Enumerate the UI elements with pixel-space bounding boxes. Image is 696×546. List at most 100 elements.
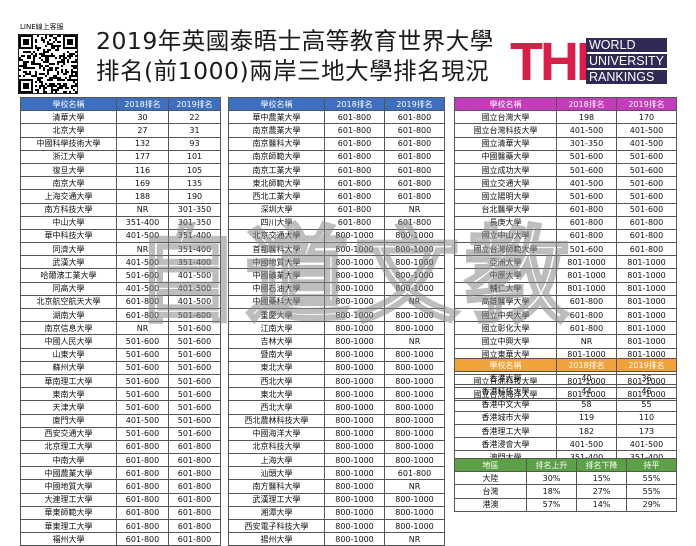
table-row: 湖南大學 601-800 501-600 — [20, 307, 221, 323]
table-cell: 301-350 — [168, 202, 221, 217]
table-row: 南京工業大學 601-800 601-800 — [228, 162, 445, 178]
table-cell: 601-800 — [616, 242, 677, 257]
table-row: 華中農業大學 601-800 601-800 — [228, 110, 445, 125]
table-cell: NR — [116, 202, 169, 217]
table-cell: 55% — [626, 471, 677, 486]
table-cell: 501-600 — [168, 413, 221, 428]
table-cell: NR — [384, 532, 445, 546]
table-cell: 301-350 — [168, 215, 221, 230]
table-row: 中山大學 351-400 301-350 — [20, 215, 221, 230]
table-cell: 601-800 — [116, 505, 169, 521]
table-row: 國立清華大學 301-350 401-500 — [454, 136, 677, 151]
table-row: 輔仁大學 801-1000 801-1000 — [454, 281, 677, 296]
table-cell: 同濟大學 — [20, 242, 117, 257]
table-row: 復旦大學 116 105 — [20, 162, 221, 178]
table-row: 港澳 57% 14% 29% — [454, 497, 677, 512]
table-cell: 501-600 — [616, 149, 677, 164]
table-cell: 601-800 — [168, 453, 221, 468]
table-cell: 香港中文大學 — [454, 397, 557, 412]
table-cell: 南京信息大學 — [20, 321, 117, 336]
table-cell: 華東理工大學 — [20, 518, 117, 534]
summary-table: 地區 排名上升 排名下降 持平 大陸 30% 15% 55% 台灣 18% 27% 55% 港澳… — [454, 457, 677, 512]
table-cell: 119 — [556, 410, 617, 425]
table-cell: 800-1000 — [324, 518, 385, 534]
table-cell: 601-800 — [116, 532, 169, 546]
table-cell: 182 — [556, 423, 617, 439]
table-cell: 東北大學 — [228, 360, 325, 375]
table-cell: 188 — [116, 189, 169, 204]
table-cell: 501-600 — [616, 189, 677, 204]
logo-line-world: WORLD — [586, 38, 668, 52]
table-cell: NR — [116, 242, 169, 257]
table-cell: 169 — [116, 176, 169, 191]
table-row: 香港浸會大學 401-500 401-500 — [454, 437, 677, 452]
table-cell: 601-800 — [168, 532, 221, 546]
table-row: 香港中文大學 58 55 — [454, 397, 677, 412]
table-cell: 501-600 — [616, 176, 677, 191]
table-cell: 401-500 — [168, 294, 221, 310]
table-row: 西安電子科技大學 800-1000 800-1000 — [228, 518, 445, 534]
table-cell: 601-800 — [324, 123, 385, 138]
table-cell: 上海交通大學 — [20, 189, 117, 204]
table-row: 清華大學 30 22 — [20, 110, 221, 125]
table-cell: 吉林大學 — [228, 334, 325, 349]
table-cell: NR — [384, 294, 445, 310]
table-cell: 401-500 — [168, 268, 221, 283]
table-cell: 800-1000 — [384, 321, 445, 336]
table-cell: 601-800 — [168, 439, 221, 455]
table-cell: 800-1000 — [324, 281, 385, 296]
table-row: 汕頭大學 800-1000 601-800 — [228, 466, 445, 481]
table-cell: 港澳 — [454, 497, 527, 512]
table-cell: 601-800 — [168, 505, 221, 521]
table-row: 大陸 30% 15% 55% — [454, 471, 677, 486]
table-row: 上海交通大學 188 190 — [20, 189, 221, 204]
table-cell: 601-800 — [384, 123, 445, 138]
table-cell: 長庚大學 — [454, 215, 557, 230]
table-cell: 華中農業大學 — [228, 110, 325, 125]
table-cell: 55% — [626, 484, 677, 499]
table-cell: 輔仁大學 — [454, 281, 557, 296]
taiwan-table: 學校名稱 2018排名 2019排名 國立台灣大學 198 170 國立台灣科技大學 4… — [454, 96, 677, 402]
table-row: 中原大學 801-1000 801-1000 — [454, 268, 677, 283]
table-cell: 800-1000 — [324, 321, 385, 336]
table-cell: 800-1000 — [324, 532, 385, 546]
table-cell: 501-600 — [168, 373, 221, 389]
table-cell: 401-500 — [556, 176, 617, 191]
table-cell: 501-600 — [616, 162, 677, 178]
table-cell: 110 — [616, 410, 677, 425]
table-cell: 601-800 — [616, 228, 677, 244]
table-cell: 601-800 — [556, 307, 617, 323]
table-row: 江南大學 800-1000 800-1000 — [228, 321, 445, 336]
table-cell: 福州大學 — [20, 532, 117, 546]
table-cell: 401-500 — [556, 123, 617, 138]
table-cell: 800-1000 — [324, 426, 385, 441]
table-cell: 清華大學 — [20, 110, 117, 125]
table-cell: 401-500 — [116, 413, 169, 428]
table-cell: 揚州大學 — [228, 532, 325, 546]
col-school: 學校名稱 — [228, 96, 325, 112]
table-row: 武漢大學 401-500 351-400 — [20, 255, 221, 270]
table-row: 中國石油大學 800-1000 800-1000 — [228, 281, 445, 296]
table-cell: 31 — [168, 123, 221, 138]
col-2019: 2019排名 — [168, 96, 221, 112]
table-cell: 湖南大學 — [20, 307, 117, 323]
qr-code-icon[interactable] — [18, 34, 78, 94]
table-cell: 暨南大學 — [228, 347, 325, 362]
table-cell: 351-400 — [168, 255, 221, 270]
table-cell: NR — [384, 202, 445, 217]
table-cell: 57% — [526, 497, 577, 512]
table-cell: 401-500 — [556, 437, 617, 452]
table-cell: 亞洲大學 — [454, 255, 557, 270]
table-cell: 173 — [616, 423, 677, 439]
table-cell: 601-800 — [168, 479, 221, 494]
table-cell: NR — [116, 321, 169, 336]
table-cell: 501-600 — [116, 347, 169, 362]
table-row: 中南大學 601-800 601-800 — [20, 453, 221, 468]
table-cell: 601-800 — [384, 189, 445, 204]
table-cell: 801-1000 — [556, 255, 617, 270]
table-cell: 15% — [576, 471, 627, 486]
table-cell: 105 — [168, 162, 221, 178]
logo-line-rankings: RANKINGS — [586, 70, 668, 84]
table-cell: 國立中興大學 — [454, 334, 557, 349]
table-row: 大連理工大學 601-800 601-800 — [20, 492, 221, 507]
